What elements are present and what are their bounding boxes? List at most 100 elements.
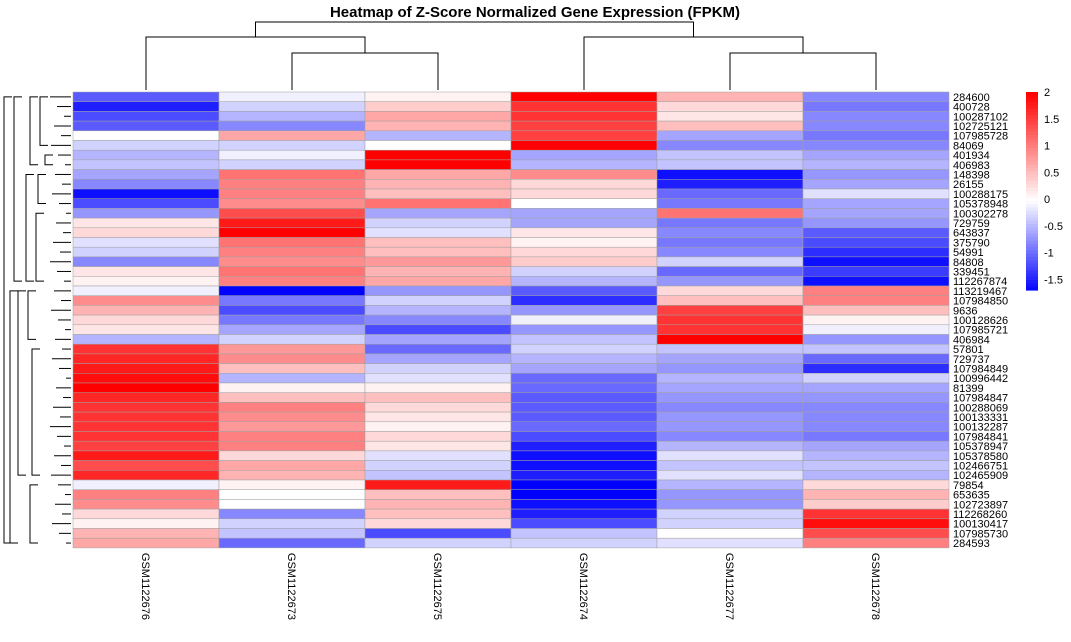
heatmap-cell xyxy=(218,120,366,132)
heatmap-cells xyxy=(72,91,950,549)
row-label: 100130417 xyxy=(953,519,1008,531)
heatmap-cell xyxy=(802,489,950,500)
legend-gradient-step xyxy=(1026,204,1038,209)
heatmap-cell xyxy=(72,343,220,355)
heatmap-cell xyxy=(656,188,804,199)
legend-gradient-step xyxy=(1026,197,1038,202)
heatmap-cell xyxy=(218,411,366,423)
heatmap-cell xyxy=(510,140,658,151)
heatmap-cell xyxy=(510,314,658,326)
heatmap-cell xyxy=(656,489,804,500)
heatmap-cell xyxy=(72,198,220,209)
heatmap-cell xyxy=(218,353,366,364)
column-labels: GSM1122676 GSM1122673 GSM1122675 GSM1122674… xyxy=(139,553,881,620)
heatmap-cell xyxy=(802,440,950,452)
heatmap-cell xyxy=(364,91,512,102)
heatmap-cell xyxy=(72,460,220,471)
row-label: 112268260 xyxy=(953,509,1007,521)
legend-gradient-step xyxy=(1026,286,1038,291)
heatmap-cell xyxy=(364,440,512,452)
row-label: 102725121 xyxy=(953,121,1008,133)
heatmap-cell xyxy=(364,305,512,316)
legend-gradient-step xyxy=(1026,164,1038,169)
heatmap-cell xyxy=(72,382,220,393)
legend-gradient-step xyxy=(1026,270,1038,275)
dendrogram-branch xyxy=(291,52,439,90)
heatmap-cell xyxy=(802,217,950,229)
dendrogram-branch xyxy=(729,52,877,90)
heatmap-cell xyxy=(364,120,512,132)
heatmap-cell xyxy=(656,382,804,393)
heatmap-cell xyxy=(656,324,804,335)
heatmap-cell xyxy=(72,120,220,132)
heatmap-cell xyxy=(364,324,512,335)
row-label: 148398 xyxy=(953,169,990,181)
row-label: 84808 xyxy=(953,257,984,269)
heatmap-cell xyxy=(218,91,366,102)
legend-gradient-step xyxy=(1026,141,1038,146)
row-label: 375790 xyxy=(953,237,990,249)
heatmap-cell xyxy=(802,198,950,209)
heatmap-cell xyxy=(802,111,950,122)
heatmap-cell xyxy=(510,91,658,102)
heatmap-cell xyxy=(218,285,366,296)
row-label: 100133331 xyxy=(953,412,1008,424)
heatmap-cell xyxy=(510,266,658,277)
heatmap-cell xyxy=(218,101,366,112)
heatmap-cell xyxy=(802,528,950,539)
row-label: 79854 xyxy=(953,480,984,492)
dendrogram-branch xyxy=(9,290,18,544)
legend-gradient-step xyxy=(1026,161,1038,166)
heatmap-cell xyxy=(72,440,220,452)
heatmap-cell xyxy=(802,314,950,326)
heatmap-cell xyxy=(364,101,512,112)
row-label: 100302278 xyxy=(953,208,1008,220)
heatmap-cell xyxy=(72,324,220,335)
heatmap-cell xyxy=(510,130,658,141)
legend-gradient-step xyxy=(1026,118,1038,123)
heatmap-cell xyxy=(72,266,220,277)
heatmap-cell xyxy=(72,489,220,500)
legend-gradient-step xyxy=(1026,224,1038,228)
legend-tick-label: 1 xyxy=(1044,141,1050,153)
legend-gradient-step xyxy=(1026,283,1038,288)
heatmap-cell xyxy=(72,91,220,102)
heatmap-cell xyxy=(510,169,658,180)
heatmap-cell xyxy=(364,246,512,258)
heatmap-cell xyxy=(802,411,950,423)
legend-gradient-step xyxy=(1026,273,1038,278)
row-label: 107984847 xyxy=(953,393,1008,405)
dendrogram-branch xyxy=(255,21,694,37)
heatmap-cell xyxy=(72,217,220,229)
heatmap-cell xyxy=(802,392,950,403)
heatmap-cell xyxy=(72,411,220,423)
heatmap-cell xyxy=(656,198,804,209)
heatmap-cell xyxy=(656,314,804,326)
heatmap-cell xyxy=(802,169,950,180)
row-label: 54991 xyxy=(953,247,984,259)
heatmap-cell xyxy=(510,499,658,510)
legend-gradient-step xyxy=(1026,240,1038,245)
legend-gradient-step xyxy=(1026,134,1038,139)
heatmap-cell xyxy=(656,363,804,374)
heatmap-cell xyxy=(218,450,366,461)
heatmap-cell xyxy=(72,305,220,316)
row-label: 406983 xyxy=(953,160,990,172)
heatmap-cell xyxy=(802,101,950,112)
heatmap-cell xyxy=(510,208,658,219)
heatmap-cell xyxy=(72,101,220,112)
heatmap-cell xyxy=(510,440,658,452)
heatmap-cell xyxy=(510,295,658,306)
heatmap-cell xyxy=(510,363,658,374)
heatmap-cell xyxy=(656,334,804,345)
heatmap-cell xyxy=(364,217,512,229)
heatmap-cell xyxy=(218,537,366,549)
heatmap-cell xyxy=(72,528,220,539)
heatmap-cell xyxy=(72,421,220,432)
heatmap-cell xyxy=(510,120,658,132)
heatmap-cell xyxy=(218,499,366,510)
dendrogram-branch xyxy=(17,290,26,476)
heatmap-cell xyxy=(364,479,512,490)
heatmap-cell xyxy=(656,237,804,248)
heatmap-cell xyxy=(510,217,658,229)
